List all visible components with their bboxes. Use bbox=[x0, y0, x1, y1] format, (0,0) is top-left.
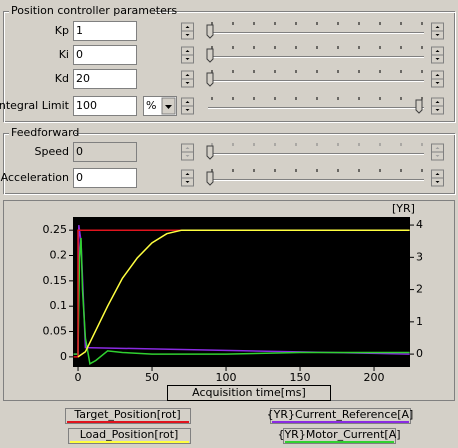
legend-label: Target_Position[rot] bbox=[73, 408, 180, 421]
arrow-up bbox=[185, 147, 190, 149]
group-title: Position controller parameters bbox=[11, 4, 177, 17]
text-input[interactable] bbox=[73, 168, 137, 188]
arrow-down bbox=[435, 34, 440, 36]
y2-axis-label: [YR] bbox=[392, 202, 415, 215]
arrow-down bbox=[185, 155, 190, 157]
slider-thumb[interactable] bbox=[206, 48, 214, 63]
arrow-down bbox=[435, 181, 440, 183]
y-tick-label: 0.1 bbox=[50, 299, 68, 312]
input-value: 100 bbox=[76, 99, 97, 112]
group-border bbox=[3, 133, 455, 194]
arrow-up bbox=[435, 26, 440, 28]
text-input[interactable] bbox=[73, 96, 137, 116]
x-tick-label: 100 bbox=[216, 371, 237, 384]
arrow-down bbox=[185, 82, 190, 84]
field-label: Ki bbox=[59, 48, 69, 61]
arrow-up bbox=[435, 74, 440, 76]
input-value: 0 bbox=[76, 171, 83, 184]
arrow-down bbox=[435, 109, 440, 111]
legend-label: {YR}Current_Reference[A] bbox=[267, 408, 414, 421]
slider-thumb[interactable] bbox=[206, 24, 214, 39]
legend-label: {YR}Motor_Current[A] bbox=[277, 428, 400, 441]
text-input[interactable] bbox=[73, 69, 137, 89]
field-label: Kp bbox=[55, 24, 69, 37]
input-value: 20 bbox=[76, 72, 90, 85]
group-border bbox=[4, 134, 456, 195]
x-axis-label: Acquisition time[ms] bbox=[192, 386, 306, 399]
group-border bbox=[3, 11, 455, 122]
x-label-box bbox=[167, 385, 331, 401]
y2-tick-label: 1 bbox=[416, 315, 423, 328]
text-input[interactable] bbox=[73, 21, 137, 41]
arrow-up bbox=[185, 101, 190, 103]
y-tick-label: 0.25 bbox=[43, 223, 68, 236]
arrow-up bbox=[185, 50, 190, 52]
legend-item[interactable] bbox=[270, 408, 411, 424]
group-title: Feedforward bbox=[11, 126, 79, 139]
field-label: Integral Limit bbox=[0, 99, 70, 112]
legend-label: Load_Position[rot] bbox=[80, 428, 179, 441]
slider-thumb[interactable] bbox=[415, 99, 423, 114]
field-label: Acceleration bbox=[1, 171, 69, 184]
legend-item[interactable] bbox=[65, 408, 191, 424]
x-tick-label: 50 bbox=[145, 371, 159, 384]
y2-tick-label: 0 bbox=[416, 347, 423, 360]
legend-item[interactable] bbox=[68, 428, 191, 444]
arrow-up bbox=[435, 147, 440, 149]
arrow-up bbox=[435, 50, 440, 52]
slider-thumb[interactable] bbox=[206, 72, 214, 87]
slider-thumb[interactable] bbox=[206, 145, 214, 160]
arrow-down bbox=[185, 34, 190, 36]
field-label: Speed bbox=[35, 145, 69, 158]
legend-item[interactable] bbox=[283, 428, 396, 444]
arrow-down bbox=[435, 58, 440, 60]
unit-value: % bbox=[146, 99, 156, 112]
x-tick-label: 0 bbox=[75, 371, 82, 384]
arrow-up bbox=[185, 74, 190, 76]
arrow-down bbox=[185, 181, 190, 183]
group-border bbox=[4, 12, 456, 123]
plot-area bbox=[73, 217, 410, 367]
field-label: Kd bbox=[55, 72, 69, 85]
y-tick-label: 0.2 bbox=[50, 249, 68, 262]
series-line bbox=[73, 237, 410, 365]
arrow-up bbox=[435, 101, 440, 103]
input-value: 0 bbox=[76, 145, 83, 158]
combo-arrow bbox=[165, 105, 172, 109]
arrow-down bbox=[435, 82, 440, 84]
input-value: 1 bbox=[76, 24, 83, 37]
x-tick-label: 150 bbox=[290, 371, 311, 384]
arrow-up bbox=[185, 26, 190, 28]
y2-tick-label: 3 bbox=[416, 250, 423, 263]
group-title-bg bbox=[9, 4, 155, 18]
y2-tick-label: 2 bbox=[416, 283, 423, 296]
arrow-down bbox=[435, 155, 440, 157]
arrow-up bbox=[435, 173, 440, 175]
arrow-down bbox=[185, 109, 190, 111]
text-input[interactable] bbox=[73, 142, 137, 162]
y-tick-label: 0 bbox=[60, 350, 67, 363]
text-input[interactable] bbox=[73, 45, 137, 65]
series-line bbox=[77, 229, 410, 358]
y-tick-label: 0.05 bbox=[43, 325, 68, 338]
arrow-up bbox=[185, 173, 190, 175]
input-value: 0 bbox=[76, 48, 83, 61]
slider-thumb[interactable] bbox=[206, 171, 214, 186]
y-tick-label: 0.15 bbox=[43, 274, 68, 287]
group-title-bg bbox=[9, 126, 75, 140]
y2-tick-label: 4 bbox=[416, 218, 423, 231]
arrow-down bbox=[185, 58, 190, 60]
x-tick-label: 200 bbox=[364, 371, 385, 384]
